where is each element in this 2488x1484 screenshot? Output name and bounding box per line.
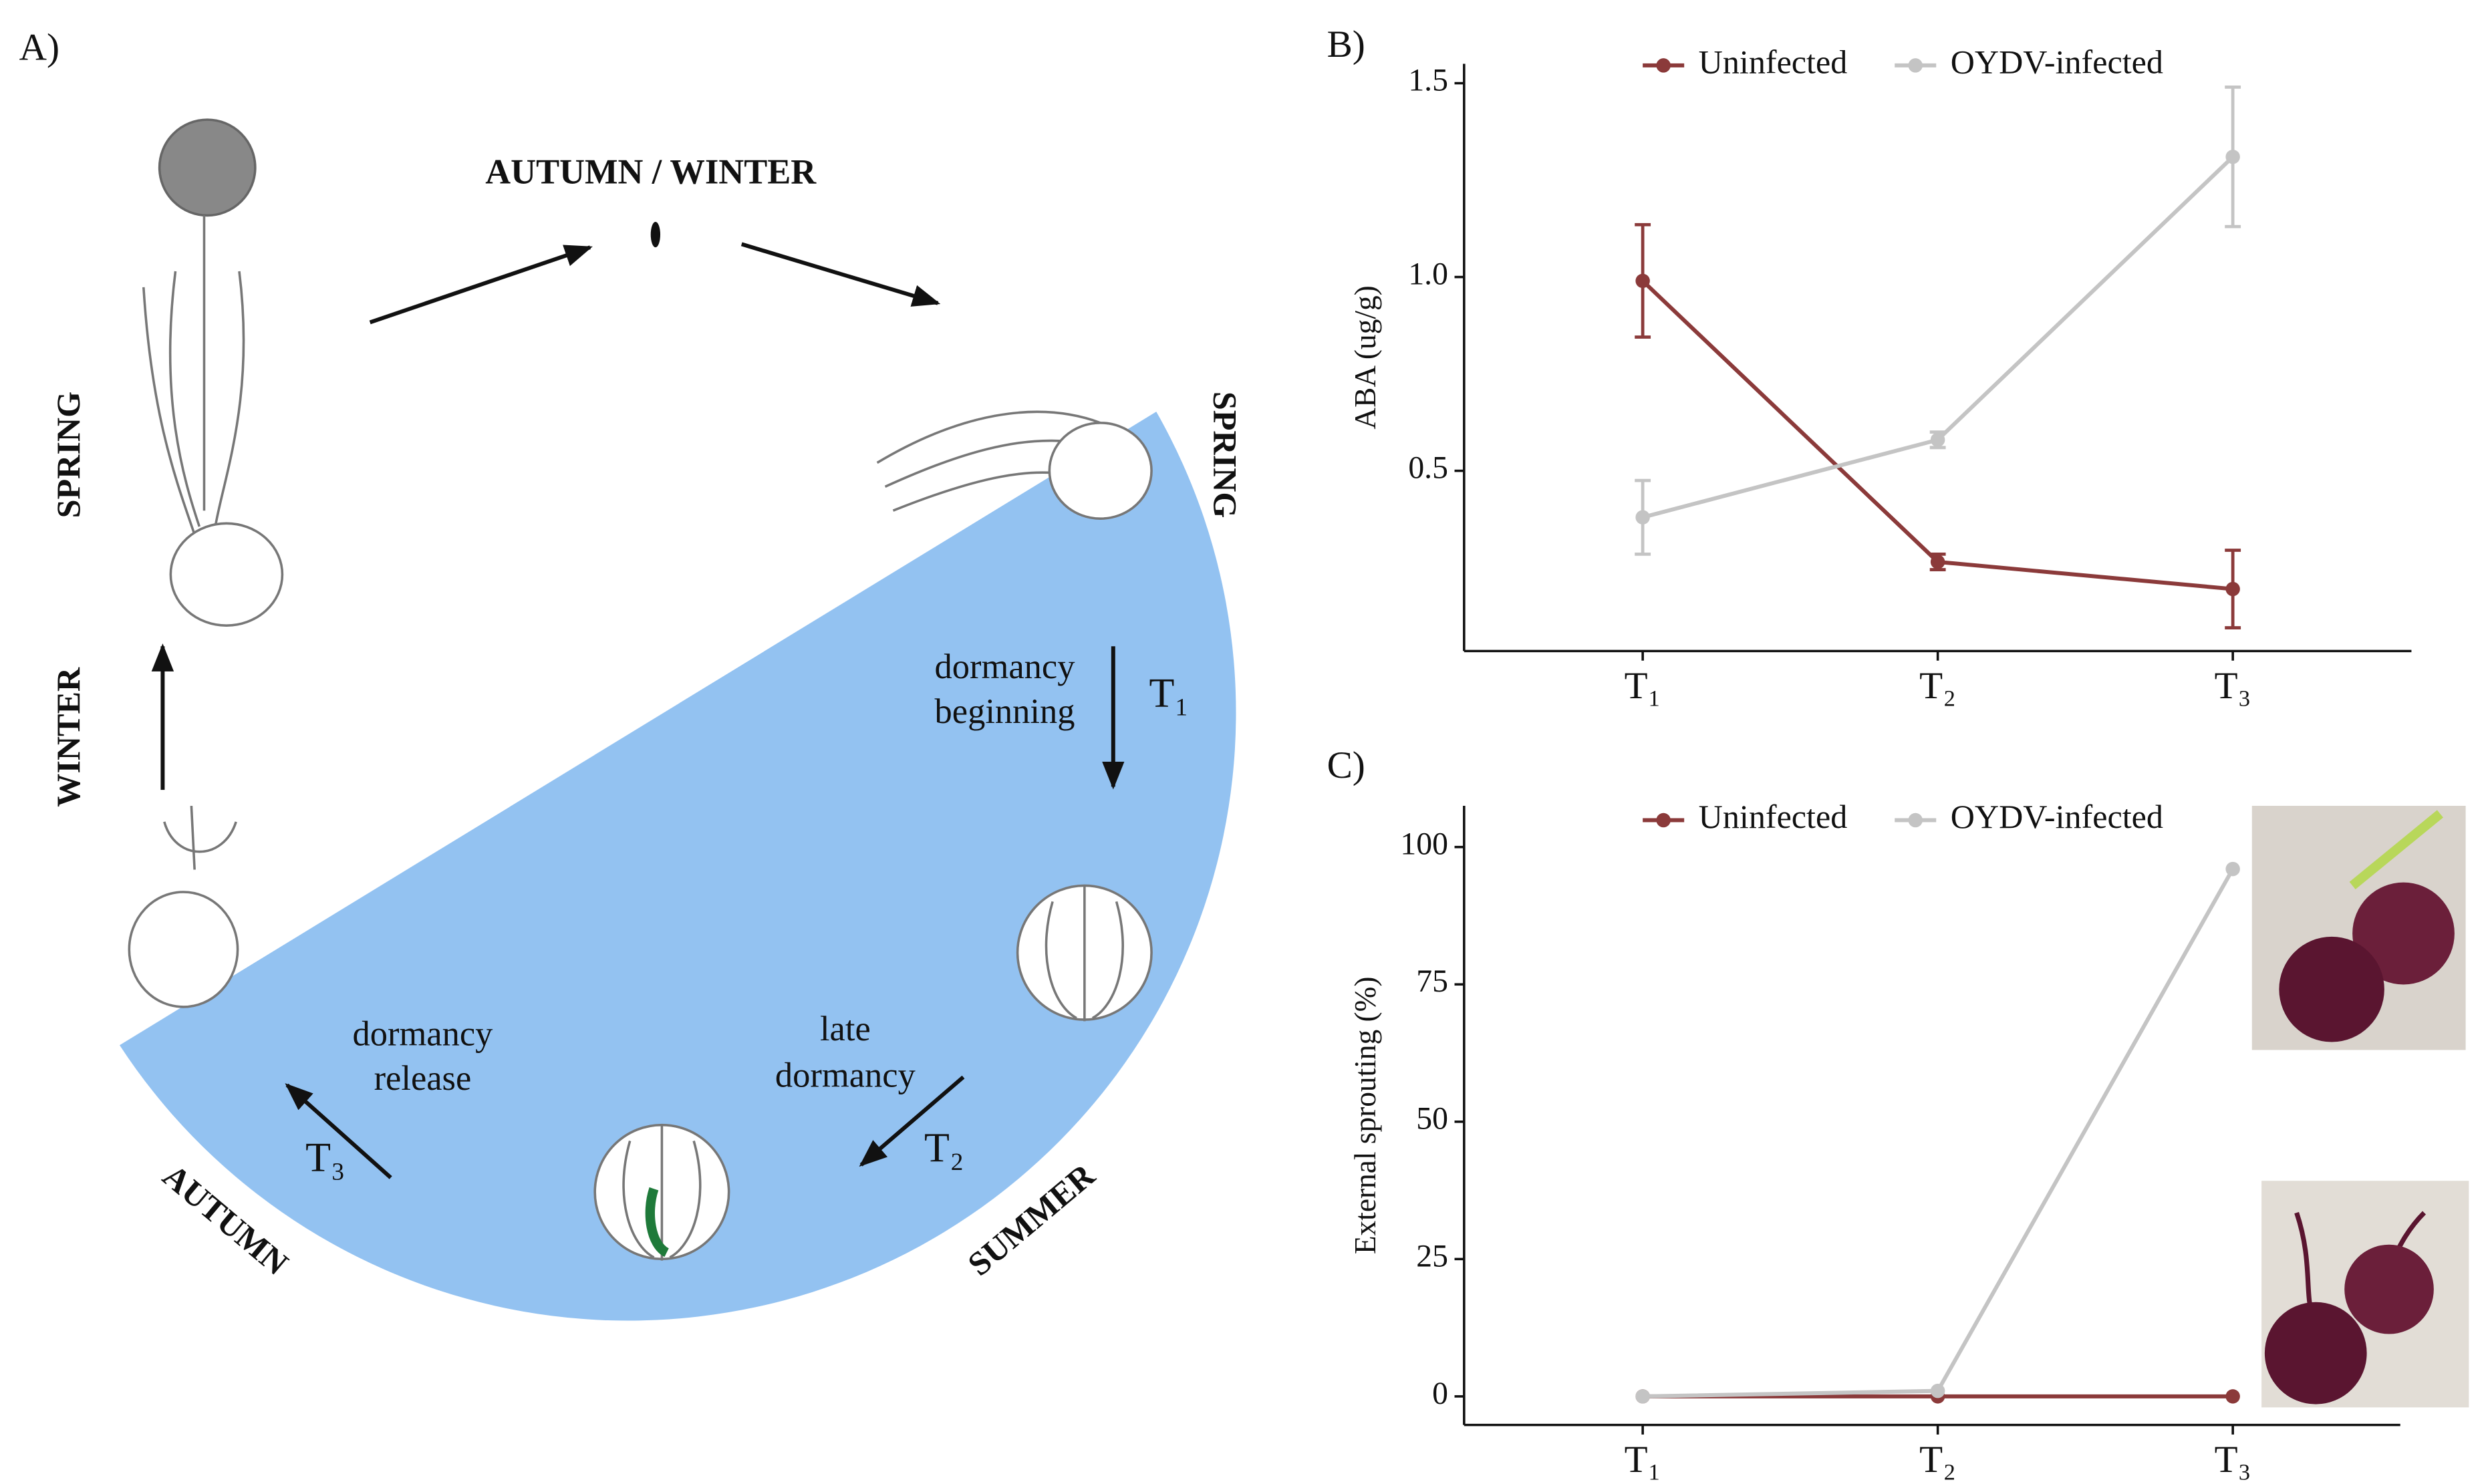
panel-label: A)	[19, 27, 59, 69]
x-tick-label: T₃	[2215, 665, 2251, 707]
stage-label: late	[820, 1010, 871, 1048]
stage-time: T₃	[305, 1135, 345, 1181]
y-tick-label: 100	[1400, 827, 1448, 862]
legend-label: OYDV-infected	[1951, 43, 2163, 80]
point	[2225, 1389, 2240, 1404]
point	[1635, 510, 1650, 525]
point	[2225, 150, 2240, 164]
x-tick-label: T₁	[1625, 665, 1661, 707]
y-tick-label: 0	[1432, 1376, 1448, 1411]
season-label: WINTER	[49, 667, 87, 807]
y-tick-label: 50	[1416, 1101, 1448, 1137]
onion-drawings	[128, 118, 1153, 1261]
y-tick-label: 25	[1416, 1238, 1448, 1274]
x-tick-label: T₃	[2215, 1439, 2251, 1481]
panel-label: C)	[1327, 744, 1365, 786]
season-label: AUTUMN / WINTER	[485, 153, 817, 192]
stage-label: beginning	[935, 692, 1075, 731]
stage-label: dormancy	[775, 1056, 916, 1094]
legend-label: Uninfected	[1699, 798, 1848, 835]
legend-swatch	[1656, 812, 1671, 828]
panel-label: B)	[1327, 23, 1365, 65]
x-tick-label: T₂	[1919, 665, 1956, 707]
point	[1930, 432, 1945, 447]
season-label: SPRING	[1207, 392, 1244, 518]
legend-swatch	[1908, 812, 1923, 828]
stage-time: T₂	[924, 1125, 964, 1171]
legend-swatch	[1656, 58, 1671, 73]
y-axis-label: ABA (ug/g)	[1349, 285, 1382, 429]
point	[1930, 1383, 1945, 1398]
series-line	[1642, 155, 2235, 520]
y-tick-label: 0.5	[1408, 450, 1448, 486]
stage-label: dormancy	[352, 1014, 493, 1053]
seed	[650, 221, 661, 248]
point	[1635, 1389, 1650, 1404]
y-tick-label: 1.0	[1408, 257, 1448, 292]
x-tick-label: T₁	[1625, 1439, 1661, 1481]
x-tick-label: T₂	[1919, 1439, 1956, 1481]
y-tick-label: 1.5	[1408, 62, 1448, 98]
stage-label: dormancy	[935, 647, 1076, 686]
legend-label: OYDV-infected	[1951, 798, 2163, 835]
y-tick-label: 75	[1416, 963, 1448, 999]
legend-label: Uninfected	[1699, 43, 1848, 80]
point	[1635, 273, 1650, 289]
y-axis-label: External sprouting (%)	[1349, 976, 1382, 1254]
point	[1930, 555, 1945, 569]
point	[2225, 581, 2240, 597]
stage-time: T₁	[1149, 671, 1190, 716]
dormancy-sector	[119, 412, 1236, 1321]
photo	[2261, 1181, 2469, 1408]
series-line	[1643, 868, 2235, 1398]
legend-swatch	[1908, 58, 1923, 73]
season-label: SPRING	[49, 392, 87, 518]
photo	[2251, 806, 2466, 1050]
stage-label: release	[374, 1059, 472, 1098]
arrows	[151, 242, 1125, 1179]
point	[2225, 861, 2240, 877]
